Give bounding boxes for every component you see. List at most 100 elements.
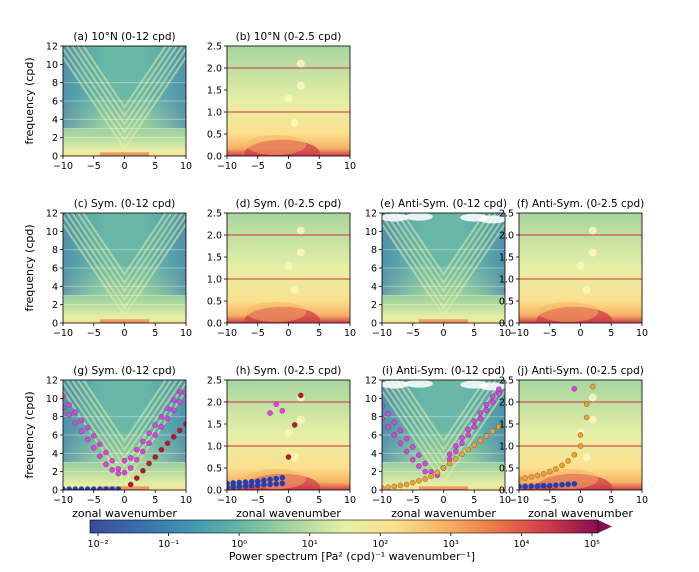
x-axis-label: zonal wavenumber — [528, 507, 633, 520]
spectral-ridge — [76, 213, 173, 285]
x-tick-label: −10 — [53, 328, 73, 339]
y-tick-label: 0.0 — [499, 319, 514, 330]
spectral-ridge — [63, 48, 186, 143]
overlay-point-blue — [565, 481, 571, 488]
overlay-point-dark-red — [291, 422, 298, 428]
overlay-point-orange — [534, 472, 541, 479]
y-tick-label: 0.5 — [499, 297, 514, 308]
overlay-point-magenta — [465, 426, 471, 433]
y-tick-label: 8 — [52, 245, 58, 256]
y-tick-label: 8 — [52, 78, 58, 89]
overlay-point-magenta — [121, 457, 128, 464]
overlay-point-magenta — [477, 415, 484, 422]
y-tick-label: 2 — [52, 300, 58, 311]
y-tick-label: 2.0 — [499, 398, 514, 409]
overlay-point-magenta — [66, 412, 72, 418]
x-tick-label: 5 — [152, 161, 158, 172]
overlay-point-blue — [115, 486, 122, 490]
low-power-patch — [404, 380, 433, 388]
panel-title: (d) Sym. (0-2.5 cpd) — [236, 198, 342, 210]
overlay-point-blue — [273, 481, 279, 487]
overlay-point-orange — [528, 474, 535, 480]
overlay-point-magenta — [496, 390, 502, 397]
x-tick-label: 10 — [636, 328, 648, 339]
panel-b: (b) 10°N (0-2.5 cpd) 0.0 0.5 1.0 1.5 2.0 2.5 −1… — [207, 31, 356, 172]
panels: (a) 10°N (0-12 cpd) 0 2 4 6 8 10 12 −10 −5 0 5 10 fre… — [23, 31, 648, 520]
y-tick-label: 10 — [46, 227, 58, 238]
overlay-point-orange — [571, 452, 578, 458]
colorbar-extend-arrow — [598, 520, 612, 533]
overlay-point-orange — [553, 466, 559, 472]
overlay-point-magenta — [422, 460, 428, 467]
overlay-point-magenta — [465, 432, 471, 438]
overlay-point-dark-red — [298, 392, 304, 399]
y-tick-label: 1.0 — [499, 442, 514, 453]
overlay-point-blue — [84, 486, 91, 490]
spectral-ridge — [71, 213, 178, 293]
y-tick-label: 0.5 — [207, 130, 222, 141]
overlay-point-orange — [583, 414, 590, 421]
y-tick-label: 2.5 — [207, 209, 222, 220]
x-tick-label: −10 — [217, 495, 237, 506]
overlay-point-magenta — [72, 420, 79, 426]
heatmap-h — [227, 380, 350, 490]
x-tick-label: 0 — [577, 495, 583, 506]
overlay-point-dark-red — [146, 460, 152, 467]
overlay-point-magenta — [158, 413, 165, 420]
overlay-point-magenta — [134, 446, 140, 453]
y-tick-label: 0 — [371, 486, 377, 497]
overlay-point-blue — [254, 482, 261, 488]
overlay-point-orange — [496, 423, 502, 430]
overlay-point-orange — [559, 462, 565, 469]
y-tick-label: 2.5 — [499, 376, 514, 387]
overlay-point-magenta — [152, 422, 158, 428]
y-tick-label: 2 — [52, 133, 58, 144]
x-tick-label: 10 — [180, 328, 192, 339]
overlay-point-orange — [590, 383, 596, 390]
overlay-point-magenta — [409, 456, 416, 463]
spectral-peak — [296, 415, 305, 424]
overlay-point-orange — [577, 432, 584, 438]
x-tick-label: −10 — [509, 328, 529, 339]
overlay-point-orange — [471, 442, 477, 448]
overlay-point-magenta — [416, 452, 422, 458]
overlay-point-blue — [273, 475, 279, 482]
y-tick-label: 8 — [371, 245, 377, 256]
overlay-point-magenta — [97, 441, 103, 447]
overlay-point-magenta — [391, 432, 398, 438]
overlay-point-orange — [583, 401, 590, 407]
x-tick-label: −10 — [217, 328, 237, 339]
overlay-point-dark-red — [177, 427, 183, 434]
overlay-point-orange — [397, 482, 404, 489]
y-tick-label: 1.5 — [207, 86, 222, 97]
x-tick-label: 0 — [121, 161, 127, 172]
colorbar-label: Power spectrum [Pa² (cpd)⁻¹ wavenumber⁻¹… — [229, 550, 475, 563]
overlay-point-magenta — [170, 407, 177, 413]
overlay-point-orange — [409, 479, 416, 486]
x-tick-label: −5 — [406, 328, 420, 339]
x-tick-label: 0 — [285, 161, 291, 172]
y-tick-label: 2 — [371, 467, 377, 478]
x-tick-label: −10 — [53, 495, 73, 506]
overlay-point-magenta — [459, 434, 465, 441]
overlay-point-magenta — [121, 469, 128, 476]
overlay-point-magenta — [78, 417, 85, 424]
low-frequency-band — [99, 319, 150, 323]
y-tick-label: 6 — [52, 97, 58, 108]
overlay-point-magenta — [158, 423, 165, 430]
heatmap-g — [63, 380, 186, 490]
panel-title: (j) Anti-Sym. (0-2.5 cpd) — [517, 365, 644, 377]
overlay-point-magenta — [177, 389, 183, 395]
spectral-peak — [588, 248, 597, 257]
overlay-point-blue — [261, 481, 267, 488]
overlay-point-orange — [477, 437, 484, 444]
overlay-point-blue — [571, 481, 578, 487]
overlay-point-blue — [109, 486, 115, 490]
y-tick-label: 8 — [52, 412, 58, 423]
y-tick-label: 8 — [371, 412, 377, 423]
x-tick-label: 0 — [121, 495, 127, 506]
low-frequency-halo — [246, 135, 307, 155]
overlay-point-magenta — [459, 440, 465, 446]
y-tick-label: 2.0 — [207, 398, 222, 409]
